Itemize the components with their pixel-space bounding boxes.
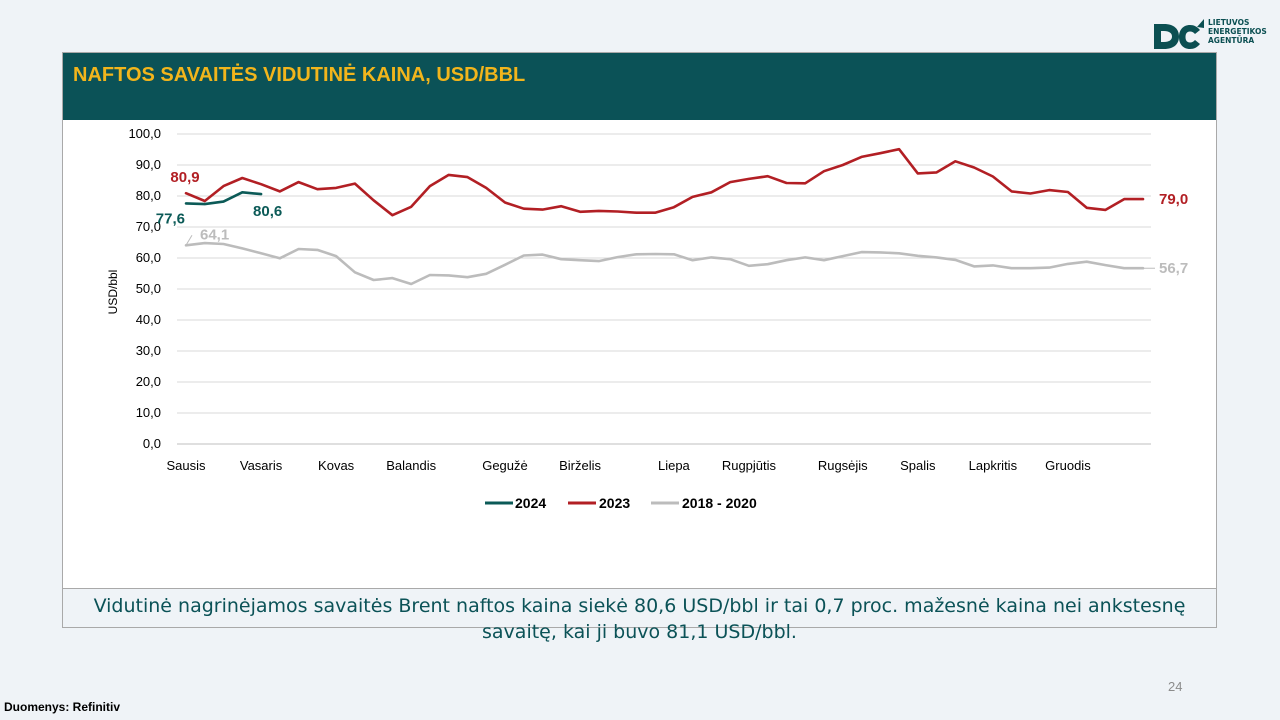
x-month-label: Birželis (559, 458, 601, 473)
legend-label: 2018 - 2020 (682, 495, 757, 511)
y-tick-label: 70,0 (136, 219, 161, 234)
brand-line-1: LIETUVOS (1208, 18, 1250, 27)
y-tick-label: 90,0 (136, 157, 161, 172)
x-month-label: Gruodis (1045, 458, 1091, 473)
slide-panel: NAFTOS SAVAITĖS VIDUTINĖ KAINA, USD/BBL … (62, 52, 1217, 643)
x-month-label: Vasaris (240, 458, 283, 473)
source-note: Duomenys: Refinitiv (4, 700, 121, 714)
x-month-label: Gegužė (482, 458, 528, 473)
x-month-label: Rugpjūtis (722, 458, 777, 473)
y-tick-label: 50,0 (136, 281, 161, 296)
y-tick-label: 60,0 (136, 250, 161, 265)
lea-logo-icon (1154, 19, 1204, 49)
series-line-2018-2020 (184, 241, 1145, 286)
x-month-label: Kovas (318, 458, 355, 473)
legend-item-2018-2020: 2018 - 2020 (651, 495, 757, 511)
oil-price-line-chart: 0,0 10,0 20,0 30,0 40,0 50,0 60,0 70,0 80,0 90,0 1… (106, 126, 1188, 511)
brand-line-3: AGENTŪRA (1208, 36, 1255, 45)
y-tick-label: 30,0 (136, 343, 161, 358)
y-tick-label: 80,0 (136, 188, 161, 203)
data-label-2023-end: 79,0 (1159, 191, 1188, 208)
brand-logo: LIETUVOS ENERGETIKOS AGENTŪRA (1150, 16, 1272, 52)
legend-label: 2023 (599, 495, 630, 511)
summary-line-2: savaitę, kai ji buvo 81,1 USD/bbl. (482, 621, 797, 643)
x-month-label: Rugsėjis (818, 458, 868, 473)
x-month-label: Spalis (900, 458, 936, 473)
legend-label: 2024 (515, 495, 546, 511)
summary-text: Vidutinė nagrinėjamos savaitės Brent naf… (73, 593, 1206, 645)
chart-area: 0,0 10,0 20,0 30,0 40,0 50,0 60,0 70,0 80,0 90,0 1… (63, 120, 1216, 588)
x-month-label: Lapkritis (969, 458, 1018, 473)
x-month-label: Balandis (386, 458, 436, 473)
divider (63, 588, 1216, 589)
series-line-2024 (184, 191, 263, 206)
y-tick-label: 10,0 (136, 405, 161, 420)
x-month-label: Sausis (166, 458, 206, 473)
legend-item-2024: 2024 (485, 495, 546, 511)
data-label-1820-end: 56,7 (1159, 260, 1188, 277)
y-axis-title: USD/bbl (106, 270, 120, 315)
y-tick-label: 40,0 (136, 312, 161, 327)
data-label-2024-start: 77,6 (156, 210, 185, 227)
summary-line-1: Vidutinė nagrinėjamos savaitės Brent naf… (93, 595, 1186, 617)
y-tick-label: 0,0 (143, 436, 161, 451)
data-label-2023-start: 80,9 (170, 169, 199, 186)
series-line-2023 (184, 147, 1145, 217)
brand-line-2: ENERGETIKOS (1208, 27, 1267, 36)
slide-title: NAFTOS SAVAITĖS VIDUTINĖ KAINA, USD/BBL (73, 64, 526, 86)
y-tick-label: 100,0 (128, 126, 161, 141)
data-label-2024-end: 80,6 (253, 203, 282, 220)
legend-item-2023: 2023 (568, 495, 630, 511)
page-number: 24 (1168, 679, 1183, 694)
x-month-label: Liepa (658, 458, 691, 473)
leader-line (185, 235, 193, 246)
title-bar: NAFTOS SAVAITĖS VIDUTINĖ KAINA, USD/BBL (63, 53, 1216, 120)
y-tick-label: 20,0 (136, 374, 161, 389)
data-label-1820-start: 64,1 (200, 226, 229, 243)
